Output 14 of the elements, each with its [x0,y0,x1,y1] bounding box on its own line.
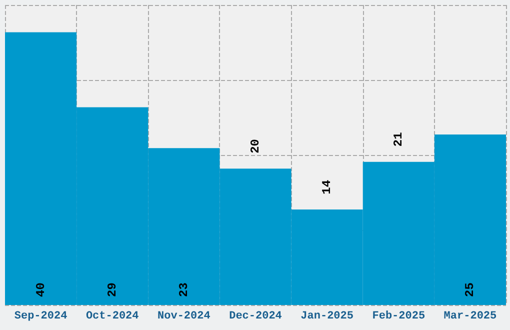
x-tick-label: Dec-2024 [229,310,282,322]
data-label: 29 [105,282,120,297]
x-tick-label: Feb-2025 [372,310,426,322]
x-tick-label: Nov-2024 [158,310,211,322]
data-label: 20 [248,139,262,154]
x-tick-label: Mar-2025 [444,310,498,322]
data-label: 40 [34,282,48,297]
x-tick-label: Oct-2024 [86,310,140,322]
x-tick-label: Jan-2025 [300,310,354,322]
x-tick-label: Sep-2024 [14,310,68,322]
data-label: 25 [463,282,478,297]
data-label: 21 [392,132,406,147]
data-label: 14 [320,180,334,194]
data-label: 23 [176,282,191,297]
